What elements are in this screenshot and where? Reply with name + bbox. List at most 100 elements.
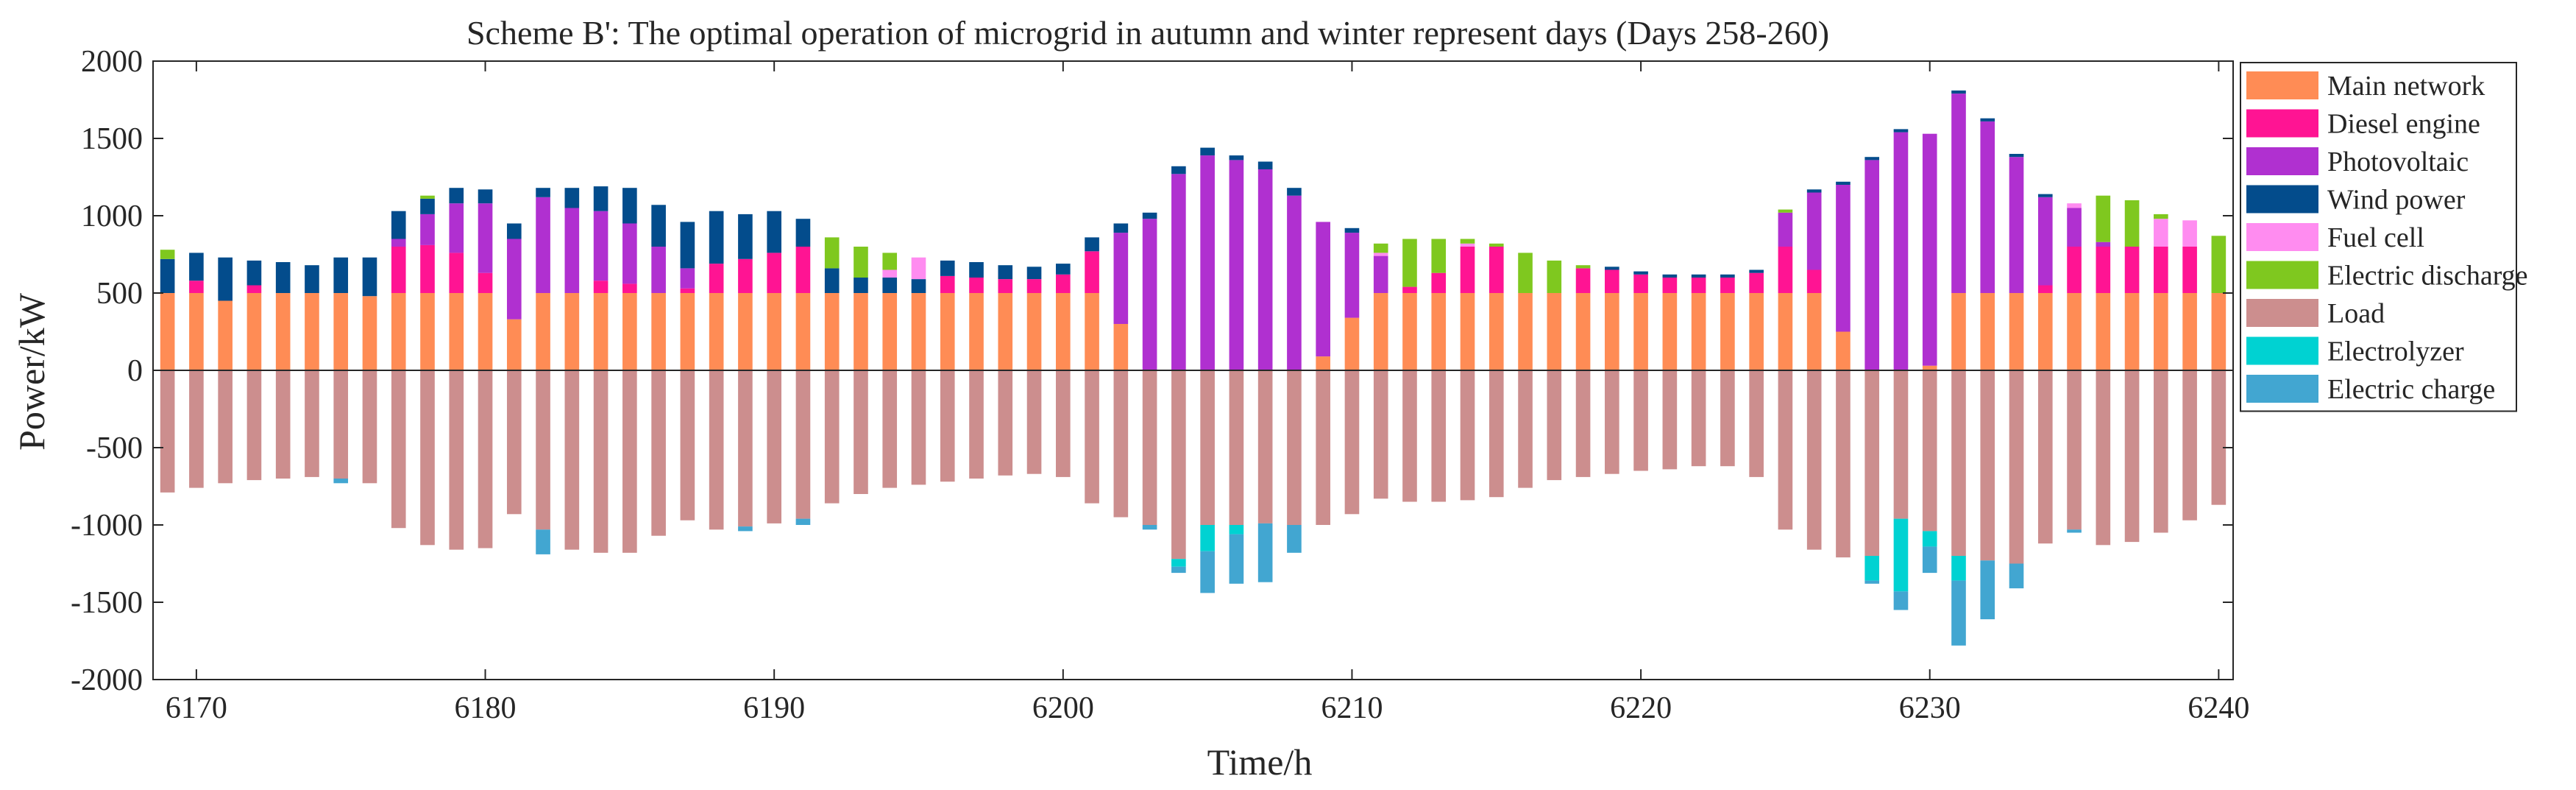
bar-photovoltaic-6235 (2067, 208, 2082, 247)
bar-wind-power-6191 (795, 219, 811, 247)
bar-main-network-6232 (1980, 293, 1995, 370)
bar-photovoltaic-6207 (1257, 169, 1273, 370)
legend-label-fuel-cell: Fuel cell (2327, 222, 2424, 253)
bar-load-6172 (246, 370, 262, 481)
bar-diesel-engine-6177 (391, 247, 406, 293)
bar-main-network-6175 (333, 293, 349, 370)
bar-electric-discharge-6225 (1778, 209, 1793, 213)
bar-electric-charge-6235 (2067, 529, 2082, 533)
bar-diesel-engine-6221 (1662, 278, 1678, 293)
bar-load-6203 (1142, 370, 1157, 525)
bar-main-network-6224 (1749, 293, 1764, 370)
bar-electric-discharge-6238 (2154, 214, 2168, 219)
legend-label-main-network: Main network (2327, 71, 2485, 102)
bar-main-network-6202 (1113, 324, 1129, 370)
legend-swatch-diesel-engine (2246, 109, 2318, 138)
bar-diesel-engine-6222 (1691, 278, 1706, 293)
bar-load-6183 (564, 370, 580, 550)
bar-electric-discharge-6216 (1518, 253, 1533, 293)
bar-wind-power-6222 (1691, 274, 1706, 278)
bar-load-6189 (738, 370, 753, 527)
bar-main-network-6186 (651, 293, 666, 370)
bar-photovoltaic-6179 (449, 203, 464, 253)
bar-wind-power-6233 (2009, 154, 2024, 158)
bar-photovoltaic-6183 (564, 208, 580, 293)
legend-label-electrolyzer: Electrolyzer (2327, 336, 2464, 367)
bar-diesel-engine-6238 (2154, 247, 2168, 293)
bar-wind-power-6192 (824, 268, 840, 293)
bar-wind-power-6181 (506, 223, 522, 239)
bar-load-6169 (160, 370, 175, 493)
legend-swatch-main-network (2246, 71, 2318, 99)
bar-main-network-6226 (1806, 293, 1822, 370)
bar-wind-power-6183 (564, 188, 580, 208)
bar-wind-power-6220 (1633, 271, 1648, 275)
bar-load-6221 (1662, 370, 1678, 470)
bar-main-network-6197 (969, 293, 984, 370)
bar-wind-power-6180 (478, 189, 493, 204)
bar-load-6207 (1257, 370, 1273, 523)
bar-load-6191 (795, 370, 811, 519)
legend-swatch-fuel-cell (2246, 223, 2318, 251)
bar-load-6174 (305, 370, 319, 477)
bar-load-6211 (1373, 370, 1388, 499)
bar-fuel-cell-6238 (2154, 219, 2168, 247)
bar-diesel-engine-6213 (1431, 272, 1447, 293)
bar-load-6170 (189, 370, 204, 488)
bar-electric-charge-6206 (1229, 534, 1244, 584)
bar-diesel-engine-6236 (2096, 247, 2111, 293)
bar-wind-power-6228 (1864, 157, 1880, 161)
bar-main-network-6220 (1633, 293, 1648, 370)
bar-wind-power-6229 (1893, 129, 1909, 133)
bar-load-6192 (824, 370, 840, 504)
bar-electrolyzer-6206 (1229, 525, 1244, 535)
bar-electric-charge-6208 (1287, 525, 1302, 553)
bar-photovoltaic-6225 (1778, 212, 1793, 247)
bar-electric-discharge-6194 (882, 253, 898, 270)
bar-electric-discharge-6213 (1431, 239, 1447, 273)
bar-load-6182 (536, 370, 550, 530)
x-tick-label: 6210 (1321, 691, 1383, 725)
bar-wind-power-6172 (246, 260, 262, 286)
bar-main-network-6198 (998, 293, 1013, 370)
bar-electric-discharge-6178 (420, 195, 435, 199)
bar-electric-charge-6204 (1171, 566, 1186, 574)
bar-main-network-6214 (1460, 293, 1475, 370)
bar-load-6196 (940, 370, 955, 482)
bar-load-6173 (275, 370, 291, 479)
bar-photovoltaic-6226 (1806, 192, 1822, 270)
bar-electric-discharge-6211 (1373, 243, 1388, 253)
legend-label-load: Load (2327, 298, 2385, 329)
bar-wind-power-6197 (969, 262, 984, 278)
bar-main-network-6179 (449, 293, 464, 370)
bar-load-6197 (969, 370, 984, 479)
bar-photovoltaic-6178 (420, 214, 435, 245)
legend-swatch-electrolyzer (2246, 336, 2318, 365)
legend-label-electric-charge: Electric charge (2327, 374, 2495, 405)
bar-load-6179 (449, 370, 464, 550)
bar-wind-power-6175 (333, 257, 349, 293)
bar-wind-power-6177 (391, 211, 406, 239)
bar-electric-discharge-6217 (1547, 260, 1562, 293)
bar-diesel-engine-6215 (1489, 247, 1504, 293)
bar-main-network-6192 (824, 293, 840, 370)
bar-photovoltaic-6182 (536, 197, 550, 293)
y-tick-label: 2000 (81, 45, 143, 79)
bar-main-network-6230 (1922, 365, 1937, 370)
bar-diesel-engine-6239 (2182, 247, 2197, 293)
bar-load-6209 (1316, 370, 1330, 525)
bar-electric-charge-6175 (333, 479, 349, 484)
bar-electrolyzer-6229 (1893, 518, 1909, 592)
bar-photovoltaic-6210 (1344, 233, 1360, 318)
bar-main-network-6235 (2067, 293, 2082, 370)
bar-main-network-6190 (767, 293, 781, 370)
legend-label-wind-power: Wind power (2327, 185, 2466, 216)
bar-wind-power-6190 (767, 211, 781, 253)
legend: Main network Diesel engine Photovoltaic Win… (2240, 62, 2528, 412)
bar-photovoltaic-6236 (2096, 241, 2111, 247)
bar-load-6187 (680, 370, 695, 521)
bar-load-6202 (1113, 370, 1129, 518)
bar-diesel-engine-6234 (2037, 285, 2053, 293)
bar-diesel-engine-6219 (1605, 269, 1619, 293)
bar-electric-charge-6229 (1893, 591, 1909, 610)
